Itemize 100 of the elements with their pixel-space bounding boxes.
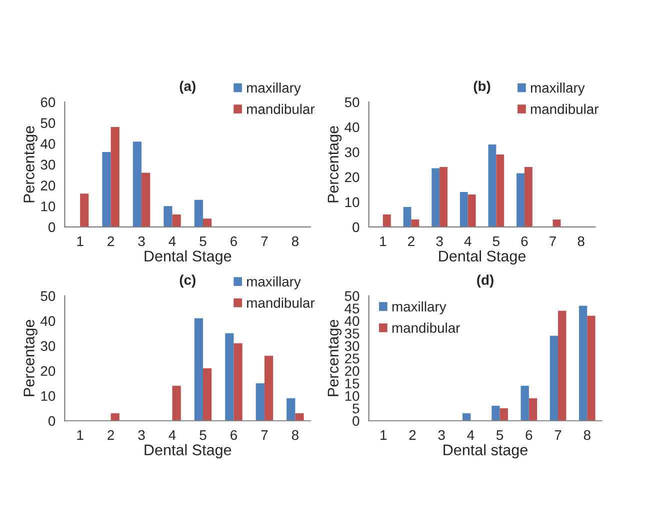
bar	[496, 154, 504, 227]
y-tick-label: 50	[40, 291, 56, 301]
y-tick-label: 40	[40, 316, 56, 326]
x-tick-label: 3	[436, 236, 443, 246]
y-tick-label: 15	[345, 378, 360, 388]
legend-label: maxillary	[247, 82, 301, 96]
y-axis-title: Percentage	[328, 126, 342, 202]
x-tick-label: 6	[230, 430, 237, 440]
x-tick-label: 2	[108, 236, 114, 246]
x-axis-title: Dental stage	[444, 444, 528, 458]
bar	[202, 368, 212, 421]
x-axis-title: Dental Stage	[439, 250, 526, 265]
bar	[492, 406, 500, 421]
y-tick-label: 30	[40, 160, 56, 170]
x-tick-label: 8	[292, 236, 298, 246]
y-tick-label: 35	[344, 328, 360, 338]
x-tick-label: 7	[554, 430, 562, 440]
x-tick-label: 1	[380, 236, 386, 246]
x-tick-label: 5	[200, 430, 206, 440]
y-tick-label: 45	[344, 304, 360, 314]
bar	[500, 408, 508, 421]
y-tick-label: 30	[344, 341, 360, 351]
y-tick-label: 20	[345, 172, 360, 182]
y-tick-label: 50	[344, 97, 360, 108]
x-tick-label: 8	[292, 430, 298, 440]
x-tick-label: 2	[108, 430, 114, 440]
y-tick-label: 20	[345, 366, 360, 376]
bar	[468, 194, 476, 227]
y-axis-title: Percentage	[24, 320, 38, 396]
y-tick-label: 0	[352, 416, 360, 426]
x-axis-title: Dental Stage	[144, 250, 232, 265]
bar	[225, 333, 234, 421]
bar	[460, 192, 468, 227]
x-tick-label: 7	[261, 236, 268, 246]
y-tick-label: 10	[345, 391, 360, 401]
y-tick-label: 0	[48, 222, 56, 232]
bar	[234, 343, 242, 421]
bar	[382, 214, 391, 227]
x-tick-label: 3	[438, 430, 445, 440]
bar	[520, 386, 529, 421]
bar	[164, 206, 172, 227]
y-tick-label: 0	[352, 222, 360, 232]
y-axis-title: Percentage	[328, 320, 342, 396]
legend-label: maxillary	[392, 301, 446, 314]
x-tick-label: 5	[492, 236, 500, 246]
legend-label: mandibular	[392, 322, 460, 333]
bar	[142, 172, 150, 227]
bar	[202, 218, 212, 227]
y-tick-label: 25	[345, 354, 360, 364]
bar	[558, 310, 566, 421]
y-tick-label: 30	[40, 341, 56, 351]
x-tick-label: 3	[138, 430, 145, 440]
bar	[102, 152, 111, 227]
x-tick-label: 1	[380, 430, 387, 440]
bar	[295, 413, 304, 421]
x-tick-label: 6	[230, 236, 237, 246]
bar	[579, 306, 588, 421]
bar	[550, 336, 558, 421]
bar	[132, 142, 142, 227]
y-tick-label: 20	[40, 180, 56, 190]
bar	[524, 166, 532, 227]
y-tick-label: 20	[40, 366, 56, 376]
bar	[411, 219, 420, 227]
bar	[110, 126, 120, 227]
y-tick-label: 10	[41, 201, 56, 212]
bar	[194, 318, 203, 421]
bar	[403, 206, 412, 227]
x-tick-label: 4	[168, 236, 176, 246]
legend-label: mandibular	[247, 298, 315, 308]
x-tick-label: 2	[409, 430, 416, 440]
chart-title: (c)	[180, 274, 196, 288]
legend-label: maxillary	[247, 276, 301, 290]
x-tick-label: 2	[408, 236, 414, 246]
bar	[516, 173, 524, 227]
y-tick-label: 50	[40, 118, 56, 128]
y-tick-label: 10	[41, 391, 56, 401]
x-tick-label: 7	[550, 236, 556, 246]
y-tick-label: 30	[344, 147, 360, 158]
bar	[440, 166, 448, 227]
legend-label: mandibular	[530, 104, 599, 114]
chart-title: (b)	[474, 80, 490, 94]
x-tick-label: 1	[77, 236, 84, 246]
bar	[587, 316, 596, 421]
x-tick-label: 3	[138, 236, 145, 246]
bar	[286, 398, 296, 421]
y-tick-label: 40	[344, 316, 360, 326]
x-axis-title: Dental Stage	[144, 444, 232, 458]
legend-label: mandibular	[247, 104, 315, 114]
bar	[256, 383, 264, 421]
bar	[528, 398, 538, 421]
x-tick-label: 8	[584, 430, 590, 440]
x-tick-label: 4	[467, 430, 474, 440]
bar	[172, 386, 181, 421]
legend-label: maxillary	[530, 82, 585, 96]
y-tick-label: 50	[344, 291, 360, 301]
bar	[488, 144, 496, 227]
y-tick-label: 0	[48, 416, 56, 426]
x-tick-label: 5	[200, 236, 206, 246]
y-tick-label: 60	[40, 97, 56, 108]
bar	[172, 214, 181, 227]
